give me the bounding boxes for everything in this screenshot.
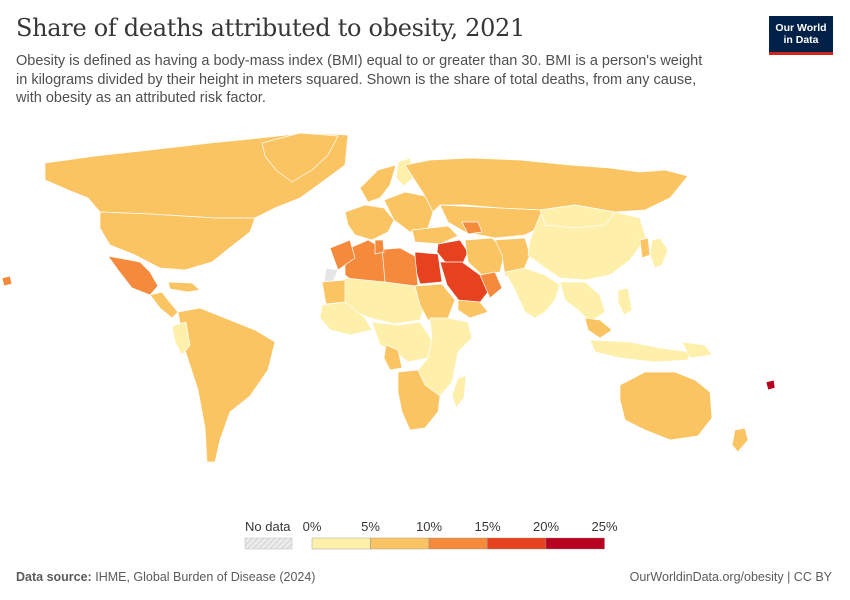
region-india-south-asia[interactable] bbox=[504, 267, 561, 319]
legend-no-data-label: No data bbox=[245, 519, 291, 534]
region-greenland[interactable] bbox=[261, 132, 339, 183]
legend: No data 0% 5% 10% 15% 20% 25% bbox=[244, 519, 618, 550]
logo-line-2: in Data bbox=[783, 34, 819, 46]
region-west-africa[interactable] bbox=[319, 301, 373, 336]
region-united-states[interactable] bbox=[99, 211, 256, 271]
region-papua-new-guinea[interactable] bbox=[681, 341, 713, 359]
chart-title: Share of deaths attributed to obesity, 2… bbox=[16, 14, 525, 42]
region-caucasus[interactable] bbox=[461, 221, 483, 235]
legend-tick-label: 20% bbox=[533, 519, 559, 534]
data-source-text: IHME, Global Burden of Disease (2024) bbox=[95, 570, 316, 584]
region-south-america[interactable] bbox=[177, 307, 276, 463]
region-mexico[interactable] bbox=[107, 255, 159, 296]
legend-tick-label: 25% bbox=[591, 519, 617, 534]
legend-no-data-swatch bbox=[244, 537, 293, 550]
source-link[interactable]: OurWorldinData.org/obesity | CC BY bbox=[629, 570, 832, 584]
legend-bin-4[interactable] bbox=[545, 537, 605, 550]
chart-subtitle: Obesity is defined as having a body-mass… bbox=[16, 53, 703, 106]
region-indonesia[interactable] bbox=[589, 339, 691, 363]
region-hawaii[interactable] bbox=[1, 275, 13, 287]
legend-bin-2[interactable] bbox=[428, 537, 488, 550]
region-turkey[interactable] bbox=[411, 225, 459, 245]
region-philippines[interactable] bbox=[617, 287, 633, 316]
region-ecuador[interactable] bbox=[171, 321, 191, 356]
region-central-america[interactable] bbox=[149, 291, 179, 319]
owid-logo[interactable]: Our World in Data bbox=[769, 16, 833, 55]
region-malaysia[interactable] bbox=[584, 317, 613, 339]
region-central-africa[interactable] bbox=[371, 321, 433, 363]
region-central-asia[interactable] bbox=[439, 204, 546, 239]
world-map[interactable] bbox=[0, 125, 850, 505]
region-korea[interactable] bbox=[639, 237, 651, 259]
region-russia[interactable] bbox=[404, 157, 689, 213]
region-tunisia[interactable] bbox=[374, 239, 385, 255]
legend-bin-0[interactable] bbox=[311, 537, 371, 550]
region-gabon-congo[interactable] bbox=[383, 344, 403, 371]
region-new-zealand[interactable] bbox=[731, 427, 749, 453]
logo-line-1: Our World bbox=[775, 22, 827, 34]
region-caribbean[interactable] bbox=[167, 281, 201, 293]
region-saudi-arabia[interactable] bbox=[439, 261, 489, 306]
region-madagascar[interactable] bbox=[451, 375, 467, 409]
legend-bin-1[interactable] bbox=[370, 537, 430, 550]
region-iran[interactable] bbox=[464, 237, 506, 276]
region-mauritania[interactable] bbox=[321, 279, 346, 305]
region-fiji[interactable] bbox=[765, 379, 776, 391]
data-source: Data source: IHME, Global Burden of Dise… bbox=[16, 570, 315, 584]
region-southern-africa[interactable] bbox=[397, 369, 441, 431]
region-morocco[interactable] bbox=[329, 239, 356, 271]
legend-tick-label: 5% bbox=[361, 519, 380, 534]
region-mongolia[interactable] bbox=[539, 204, 616, 229]
region-eastern-europe[interactable] bbox=[383, 191, 434, 233]
region-egypt[interactable] bbox=[414, 251, 443, 285]
region-western-europe[interactable] bbox=[344, 204, 395, 241]
legend-tick-label: 15% bbox=[474, 519, 500, 534]
region-iraq-syria[interactable] bbox=[436, 239, 469, 266]
data-source-label: Data source: bbox=[16, 570, 92, 584]
region-gulf-states[interactable] bbox=[479, 271, 503, 299]
legend-bin-3[interactable] bbox=[487, 537, 547, 550]
region-east-africa[interactable] bbox=[417, 317, 473, 397]
legend-tick-label: 0% bbox=[303, 519, 322, 534]
region-japan[interactable] bbox=[649, 237, 669, 269]
region-yemen[interactable] bbox=[457, 299, 489, 319]
legend-tick-label: 10% bbox=[416, 519, 442, 534]
region-australia[interactable] bbox=[619, 371, 713, 441]
region-southeast-asia[interactable] bbox=[559, 281, 606, 323]
region-northern-europe[interactable] bbox=[359, 164, 397, 203]
